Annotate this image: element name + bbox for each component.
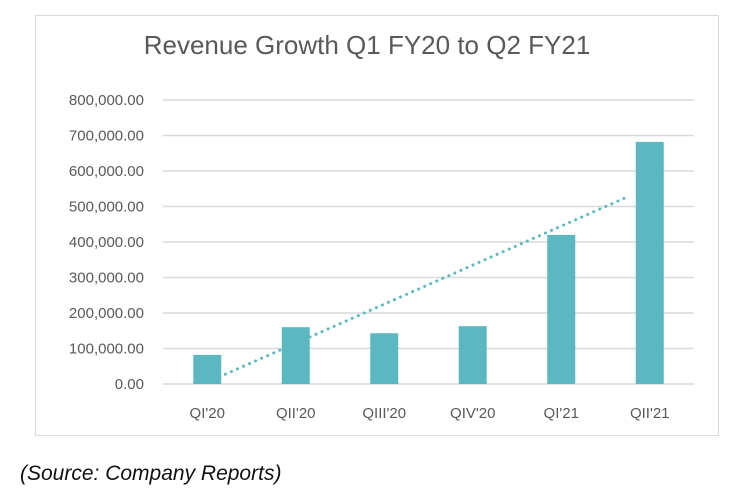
x-tick-label: QI'21 — [544, 405, 579, 422]
trendline — [205, 194, 632, 384]
bar — [281, 327, 310, 384]
y-tick-label: 200,000.00 — [69, 305, 144, 322]
y-tick-label: 600,000.00 — [69, 163, 144, 180]
x-tick-label: QII'21 — [630, 405, 670, 422]
y-tick-label: 400,000.00 — [69, 234, 144, 251]
chart-title: Revenue Growth Q1 FY20 to Q2 FY21 — [143, 30, 591, 60]
x-tick-label: QIII'20 — [362, 405, 406, 422]
bar — [635, 141, 664, 384]
x-tick-label: QIV'20 — [450, 405, 495, 422]
y-tick-label: 500,000.00 — [69, 199, 144, 216]
bar — [547, 234, 576, 384]
x-tick-label: QI'20 — [190, 405, 225, 422]
bar — [458, 326, 487, 384]
x-tick-label: QII'20 — [276, 405, 316, 422]
source-caption: (Source: Company Reports) — [20, 462, 282, 485]
y-tick-label: 800,000.00 — [69, 92, 144, 109]
y-tick-label: 100,000.00 — [69, 341, 144, 358]
bar — [193, 354, 222, 384]
y-tick-label: 300,000.00 — [69, 270, 144, 287]
y-tick-label: 0.00 — [115, 376, 144, 393]
y-tick-label: 700,000.00 — [69, 128, 144, 145]
bar — [370, 333, 399, 384]
